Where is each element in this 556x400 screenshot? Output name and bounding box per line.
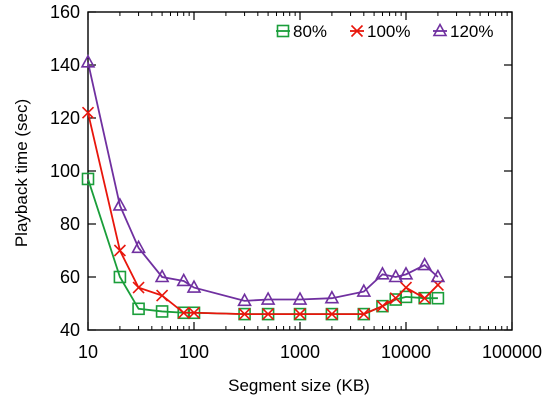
data-point [417, 256, 433, 271]
y-tick-label: 120 [50, 108, 80, 128]
y-tick-label: 140 [50, 55, 80, 75]
x-tick-label: 1000 [280, 342, 320, 362]
data-point [293, 308, 307, 321]
data-point [260, 291, 276, 305]
data-point [375, 266, 390, 280]
data-point [237, 292, 252, 307]
legend-label: 80% [293, 22, 327, 41]
series-line [87, 112, 439, 315]
series-2 [81, 106, 444, 321]
data-point [131, 239, 146, 254]
data-point [398, 266, 414, 280]
data-point [187, 306, 201, 319]
y-axis-label: Playback time (sec) [12, 99, 31, 247]
x-tick-label: 10000 [381, 342, 431, 362]
data-point [389, 292, 402, 305]
series-line [87, 62, 439, 302]
plot-frame [87, 11, 513, 331]
data-point [156, 289, 169, 302]
data-point [418, 292, 431, 305]
data-point [399, 281, 413, 294]
data-point [155, 305, 169, 318]
axes: 40 60 80 100 120 140 160 10 100 1000 10000 100000 [50, 2, 542, 362]
data-point [132, 281, 145, 294]
legend-label: 120% [450, 22, 493, 41]
x-tick-label: 100000 [482, 342, 542, 362]
x-axis-label: Segment size (KB) [228, 376, 370, 395]
data-point [132, 302, 145, 316]
series-3 [80, 54, 446, 307]
data-point [376, 299, 389, 313]
data-point [418, 291, 431, 305]
data-point [154, 268, 170, 283]
data-point [376, 300, 389, 313]
legend-label: 100% [367, 22, 410, 41]
x-tick-label: 100 [179, 342, 209, 362]
data-point [112, 197, 128, 211]
y-tick-label: 60 [60, 267, 80, 287]
series-layer [80, 54, 446, 321]
data-point [388, 268, 404, 283]
data-point [399, 290, 413, 304]
legend-marker [432, 22, 448, 37]
data-point [356, 283, 372, 297]
legend-marker [350, 24, 364, 38]
data-point [324, 290, 340, 304]
y-tick-label: 40 [60, 320, 80, 340]
data-point [292, 291, 308, 305]
data-point [113, 244, 126, 257]
data-point [80, 54, 96, 68]
data-point [238, 308, 251, 321]
y-tick-label: 160 [50, 2, 80, 22]
data-point [262, 308, 275, 321]
data-point [177, 306, 190, 319]
legend-marker [276, 24, 290, 38]
data-point [357, 308, 370, 321]
data-point [113, 270, 127, 284]
data-point [81, 172, 95, 186]
data-point [186, 279, 202, 293]
y-tick-label: 80 [60, 214, 80, 234]
legend: 80% 100% 120% [276, 22, 493, 41]
data-point [176, 272, 192, 287]
data-point [430, 268, 446, 283]
data-point [431, 291, 445, 305]
data-point [81, 106, 95, 119]
y-tick-label: 100 [50, 161, 80, 181]
x-tick-label: 10 [78, 342, 98, 362]
data-point [325, 308, 338, 321]
